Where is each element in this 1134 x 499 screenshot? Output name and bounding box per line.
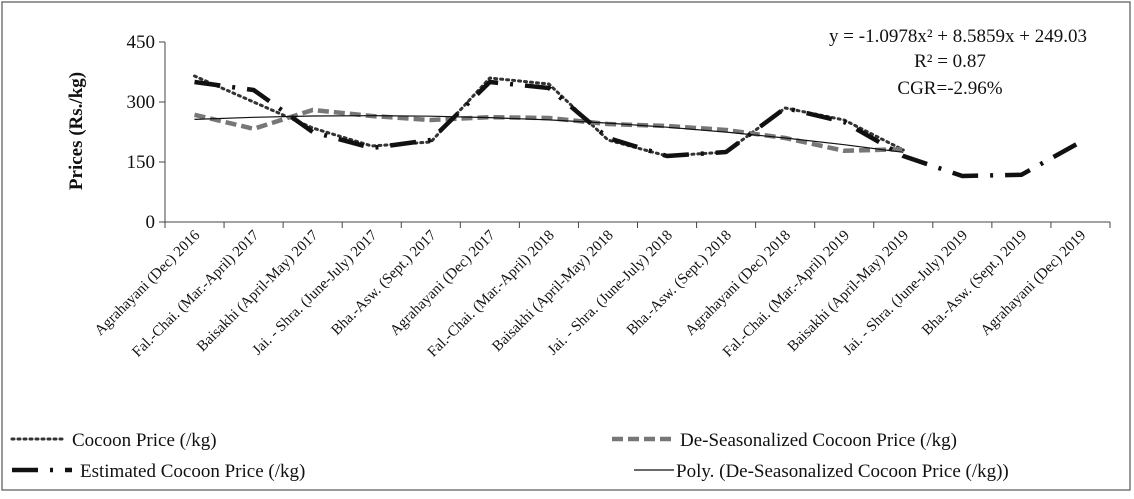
y-tick-labels: 0 150 300 450: [127, 32, 165, 233]
legend-item-estimated: Estimated Cocoon Price (/kg): [12, 461, 305, 482]
legend-item-deseasonalized: De-Seasonalized Cocoon Price (/kg): [612, 430, 957, 451]
legend-label-poly: Poly. (De-Seasonalized Cocoon Price (/kg…: [676, 461, 1009, 482]
y-axis-label: Prices (Rs./kg): [66, 72, 87, 190]
y-tick-label: 150: [127, 152, 156, 173]
series-lines: [193, 74, 1082, 179]
regression-equation: y = -1.0978x² + 8.5859x + 249.03: [829, 26, 1087, 47]
y-tick-label: 300: [127, 92, 156, 113]
cgr: CGR=-2.96%: [897, 78, 1002, 99]
legend: Cocoon Price (/kg) De-Seasonalized Cocoo…: [10, 430, 1009, 482]
series-line-2: [194, 79, 1082, 179]
chart-border: [1, 1, 1131, 491]
annotation-block: y = -1.0978x² + 8.5859x + 249.03 R² = 0.…: [829, 26, 1087, 99]
legend-item-poly: Poly. (De-Seasonalized Cocoon Price (/kg…: [634, 461, 1009, 482]
y-tick-label: 450: [127, 32, 156, 53]
series-line-3: [194, 115, 904, 153]
r-squared: R² = 0.87: [914, 51, 986, 72]
legend-label-estimated: Estimated Cocoon Price (/kg): [80, 461, 305, 482]
series-line-0: [193, 74, 905, 158]
legend-label-deseasonalized: De-Seasonalized Cocoon Price (/kg): [680, 430, 957, 451]
legend-item-cocoon-price: Cocoon Price (/kg): [10, 430, 217, 451]
legend-label-cocoon-price: Cocoon Price (/kg): [72, 430, 217, 451]
y-tick-label: 0: [146, 212, 156, 233]
